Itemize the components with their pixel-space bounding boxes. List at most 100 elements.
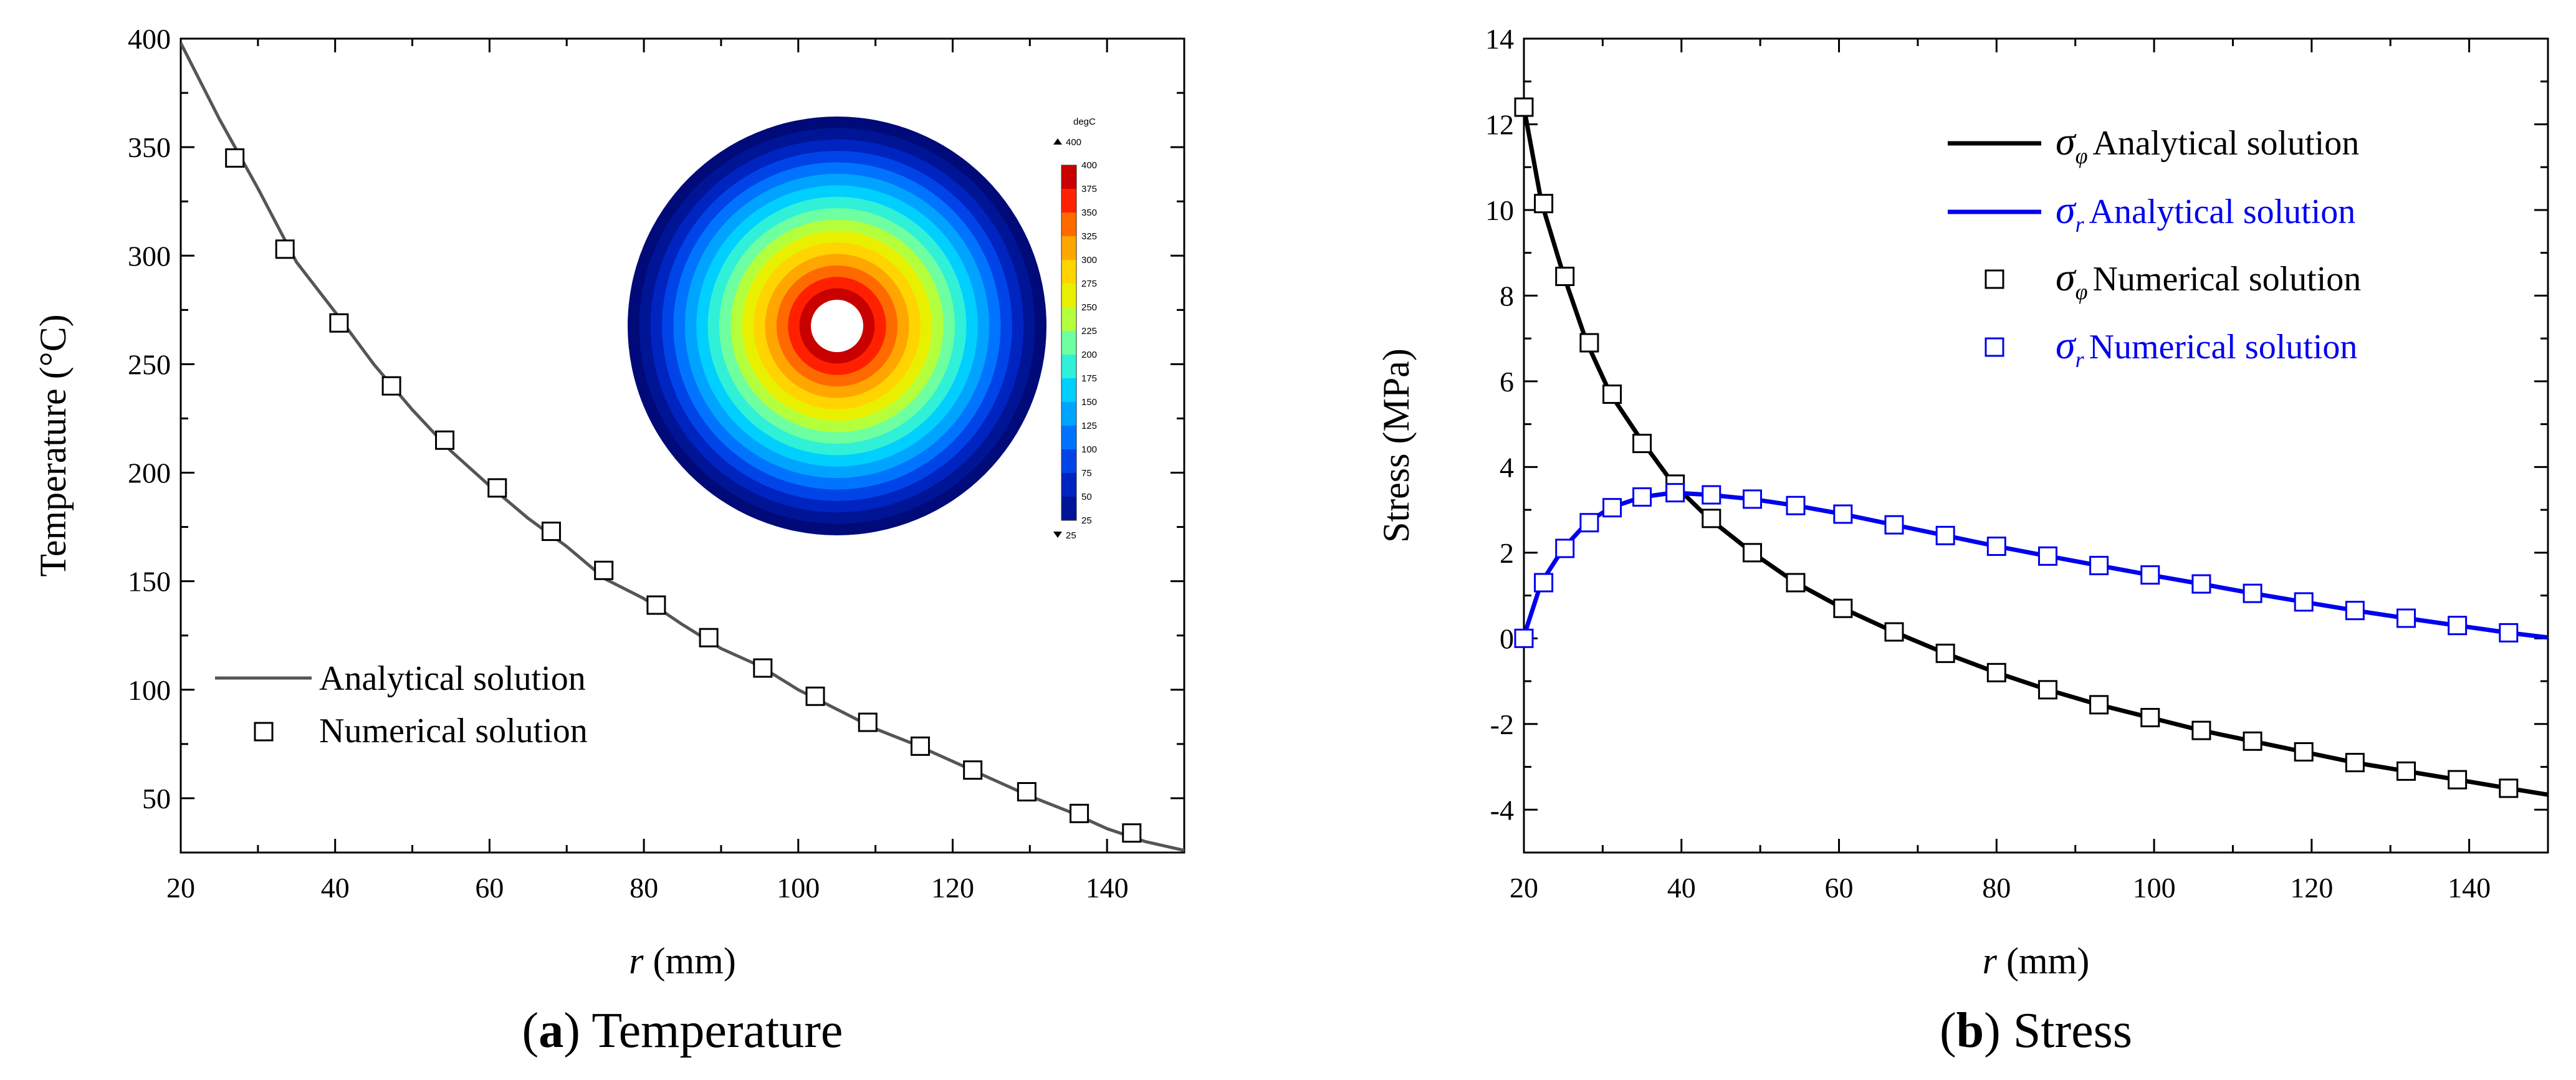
y-tick-label: 12 xyxy=(1485,108,1514,140)
data-marker xyxy=(2191,574,2211,594)
x-axis-label: r (mm) xyxy=(1983,940,2090,982)
data-marker xyxy=(1702,485,1721,505)
colorbar-segment xyxy=(1061,165,1076,189)
colorbar-segment xyxy=(1061,473,1076,497)
y-tick-label: 100 xyxy=(128,674,171,706)
legend-marker-swatch xyxy=(1985,269,2004,289)
y-tick-label: 400 xyxy=(128,23,171,55)
data-marker xyxy=(1070,803,1089,823)
max-triangle-icon xyxy=(1053,138,1062,145)
x-tick-label: 40 xyxy=(321,872,350,904)
data-marker xyxy=(329,313,349,333)
data-marker xyxy=(1743,543,1763,563)
legend-symbol: σ xyxy=(2056,255,2077,299)
inset-contour: 400 375 350 325 300 275 250 225 200 175 150 125 100 7… xyxy=(628,117,1097,541)
data-marker xyxy=(2499,623,2519,643)
min-triangle-icon xyxy=(1053,532,1062,538)
colorbar-tick-label: 225 xyxy=(1081,326,1097,337)
caption-paren: ) xyxy=(563,1003,591,1058)
chart-panel-a: 20 40 60 80 100 120 14050100150200250300350400… xyxy=(32,23,1185,1058)
data-marker xyxy=(910,736,930,756)
legend-subscript: r xyxy=(2076,212,2085,237)
legend-label: σr Numerical solution xyxy=(2056,323,2357,372)
data-marker xyxy=(1579,513,1599,533)
data-marker xyxy=(225,148,245,168)
colorbar-segment xyxy=(1061,189,1076,213)
y-axis-label: Temperature (°C) xyxy=(32,314,74,576)
y-tick-label: 150 xyxy=(128,566,171,598)
x-tick-label: 60 xyxy=(1825,872,1854,904)
colorbar-unit: degC xyxy=(1073,117,1096,127)
data-marker xyxy=(1602,385,1622,404)
data-marker xyxy=(541,522,561,542)
colorbar-tick-label: 350 xyxy=(1081,208,1097,218)
data-marker xyxy=(2037,680,2057,700)
colorbar-tick-label: 375 xyxy=(1081,184,1097,194)
x-tick-label: 80 xyxy=(1982,872,2011,904)
data-marker xyxy=(753,658,773,678)
colorbar-tick-label: 125 xyxy=(1081,421,1097,431)
data-marker xyxy=(1017,781,1037,801)
x-tick-label: 100 xyxy=(777,872,820,904)
data-marker xyxy=(699,628,719,648)
data-marker xyxy=(2037,546,2057,566)
y-tick-label: 4 xyxy=(1500,451,1514,483)
colorbar-segment xyxy=(1061,307,1076,332)
colorbar-frame xyxy=(1061,165,1077,521)
legend-symbol: σ xyxy=(2056,323,2077,367)
colorbar-min-label: 25 xyxy=(1066,530,1076,541)
colorbar-tick-label: 400 xyxy=(1081,160,1097,171)
data-marker xyxy=(1786,573,1806,593)
legend-label: σr Analytical solution xyxy=(2056,188,2355,237)
colorbar-tick-label: 75 xyxy=(1081,468,1092,479)
colorbar-segment xyxy=(1061,213,1076,237)
colorbar-tick-label: 150 xyxy=(1081,397,1097,408)
data-marker xyxy=(1555,538,1575,558)
legend: Analytical solution Numerical solution xyxy=(215,659,588,750)
legend-text: Analytical solution xyxy=(2092,124,2359,163)
data-marker xyxy=(435,430,455,450)
x-axis-label-unit: (mm) xyxy=(1997,940,2089,982)
legend-label: Analytical solution xyxy=(319,659,586,698)
colorbar-tick-label: 25 xyxy=(1081,515,1092,526)
data-marker xyxy=(1833,598,1853,618)
chart-panel-b: 20 40 60 80 100 120 140 -4 -2 0 2 4 6 8 10 12 14 r (mm) St… xyxy=(1376,23,2549,1058)
y-tick-label: -2 xyxy=(1490,709,1514,740)
data-marker xyxy=(2345,753,2365,773)
x-tick-label: 40 xyxy=(1667,872,1696,904)
x-tick-label: 80 xyxy=(630,872,658,904)
legend-text: Analytical solution xyxy=(2089,193,2356,231)
data-marker xyxy=(1534,194,1554,214)
data-marker xyxy=(1579,333,1599,353)
caption-letter: b xyxy=(1956,1003,1985,1058)
colorbar-tick-label: 100 xyxy=(1081,444,1097,455)
y-tick-label: 200 xyxy=(128,457,171,489)
colorbar-segment xyxy=(1061,402,1076,426)
data-marker xyxy=(2243,731,2262,751)
caption-paren: ( xyxy=(1940,1003,1956,1058)
y-tick-label: 14 xyxy=(1485,23,1514,55)
series-line-1 xyxy=(1524,490,2548,640)
data-marker xyxy=(1935,643,1955,663)
legend-label: σφ Numerical solution xyxy=(2056,255,2361,304)
data-marker xyxy=(2448,770,2468,790)
data-marker xyxy=(2448,616,2468,636)
colorbar-segment xyxy=(1061,260,1076,284)
data-marker xyxy=(275,239,295,259)
data-marker xyxy=(2499,778,2519,798)
data-marker xyxy=(2243,583,2262,603)
data-marker xyxy=(487,478,507,498)
data-marker xyxy=(1986,537,2006,557)
inner-hole xyxy=(811,300,863,352)
legend-marker-swatch xyxy=(1985,337,2004,357)
y-tick-label: 250 xyxy=(128,348,171,380)
colorbar-segment xyxy=(1061,355,1076,379)
y-tick-label: 6 xyxy=(1500,366,1514,398)
colorbar-tick-label: 50 xyxy=(1081,492,1092,502)
data-marker xyxy=(2089,695,2109,715)
data-marker xyxy=(2294,592,2314,612)
x-axis-label-var: r xyxy=(1983,940,1998,982)
data-marker xyxy=(2191,720,2211,740)
y-tick-label: 50 xyxy=(142,783,171,815)
